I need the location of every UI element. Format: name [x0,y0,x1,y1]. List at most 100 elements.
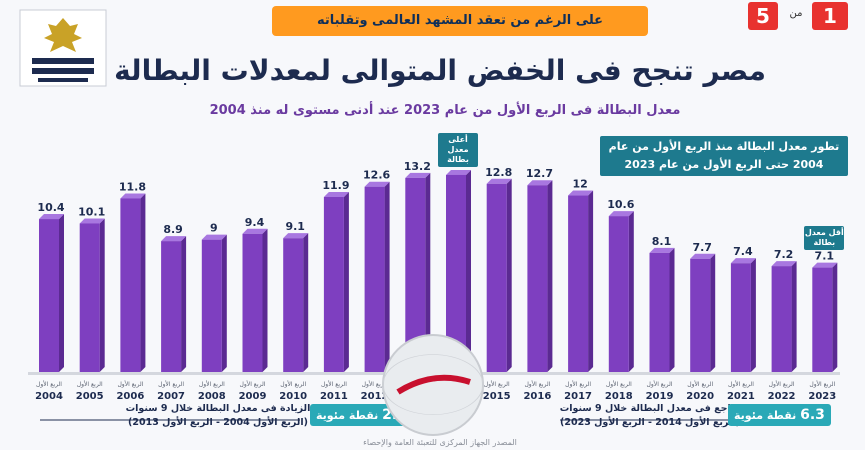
bar-top [283,233,309,239]
bar [323,197,344,372]
bar-value-label: 9.1 [285,220,305,233]
year-tick-label: 2010 [279,391,307,402]
bar-top [649,247,675,253]
bar-value-label: 7.2 [774,248,794,261]
bar-top [812,262,838,268]
quarter-label: الربع الأول [728,380,754,388]
bar-side [384,181,390,372]
bar-top [79,218,105,224]
bar-top [242,228,268,234]
decrease-points-unit: نقطة مئوية [734,409,797,422]
chart-note: تطور معدل البطالة منذ الربع الأول من عام… [600,136,848,176]
year-tick-label: 2006 [116,391,144,402]
source-footer: المصدر الجهاز المركزى للتعبئة العامة وال… [363,438,517,447]
bar-value-label: 7.7 [692,241,712,254]
bar [201,239,222,372]
bar-value-label: 8.9 [163,223,183,236]
page-title: مصر تنجح فى الخفض المتوالى لمعدلات البطا… [114,54,766,87]
bar-top [364,181,390,187]
year-tick-label: 2008 [198,391,226,402]
year-tick-label: 2018 [605,391,633,402]
quarter-label: الربع الأول [809,380,835,388]
quarter-label: الربع الأول [647,380,673,388]
bar-value-label: 12.7 [526,167,553,180]
bar [730,263,751,372]
bar-side [466,169,471,372]
bar-value-label: 12.8 [485,166,512,179]
lowest-rate-tag: أقل معدل بطالة [804,225,845,250]
bar-top [323,192,349,197]
bar [568,195,589,372]
quarter-label: الربع الأول [769,380,795,388]
watermark-globe-icon [378,330,488,440]
bar-value-label: 12 [572,178,587,191]
bar-side [791,261,797,372]
decrease-points-badge: 6.3 نقطة مئوية [728,404,831,426]
bar-side [140,193,146,372]
highest-rate-tag: أعلى معدل بطالة [438,132,478,167]
bar [690,258,711,372]
bar-value-label: 9 [210,222,218,235]
bar-side [343,192,349,372]
quarter-label: الربع الأول [565,380,591,388]
bar-value-label: 10.4 [37,201,64,214]
bar [486,183,507,372]
bar-side [628,211,634,372]
year-tick-label: 2021 [727,391,755,402]
decrease-summary: تراجع فى معدل البطالة خلال 9 سنوات (الرب… [520,402,780,436]
quarter-label: الربع الأول [240,380,266,388]
quarter-label: الربع الأول [158,380,184,388]
year-tick-label: 2015 [483,391,511,402]
chart-note-line-1: تطور معدل البطالة منذ الربع الأول من عام [608,140,840,153]
bar-side [262,228,268,372]
quarter-label: الربع الأول [687,380,713,388]
bar-top [201,234,227,240]
bar [527,185,548,372]
page-indicator: 1 من 5 [740,2,850,30]
bar-top [771,261,797,267]
bar-value-label: 8.1 [652,235,672,248]
bar-side [425,172,431,372]
decrease-summary-line-1: تراجع فى معدل البطالة خلال 9 سنوات [559,403,741,414]
bar-side [99,218,105,372]
quarter-label: الربع الأول [199,380,225,388]
bar-value-label: 7.1 [815,250,835,263]
bar-side [710,253,716,372]
cabinet-media-center-logo [18,8,108,88]
bar [771,266,792,372]
increase-points-unit: نقطة مئوية [316,409,379,422]
increase-summary: الزيادة فى معدل البطالة خلال 9 سنوات (ال… [88,402,348,436]
bar-top [446,169,471,175]
year-tick-label: 2019 [646,391,674,402]
bar-value-label: 11.8 [119,180,146,193]
bar-side [588,190,594,372]
year-tick-label: 2023 [808,391,836,402]
increase-summary-line-1: الزيادة فى معدل البطالة خلال 9 سنوات [125,403,311,414]
increase-summary-line-2: (الربع الأول 2004 - الربع الأول 2013) [128,417,308,428]
bar-top [161,236,187,242]
bar-side [669,247,675,372]
quarter-label: الربع الأول [484,380,510,388]
quarter-label: الربع الأول [362,380,388,388]
bar-side [221,234,227,372]
year-tick-label: 2005 [76,391,104,402]
banner: على الرغم من تعقد المشهد العالمى وتقلبات… [272,6,648,36]
bar [79,223,100,372]
bar [812,267,833,372]
bar-top [608,211,634,217]
bar-side [750,258,756,372]
year-tick-label: 2020 [686,391,714,402]
quarter-label: الربع الأول [606,380,632,388]
bar [364,186,385,372]
bar [405,177,426,372]
quarter-label: الربع الأول [36,380,62,388]
chart-note-line-2: 2004 حتى الربع الأول من عام 2023 [624,158,824,171]
bar [120,198,141,372]
bar-top [120,193,146,199]
bar-top [690,253,716,259]
bar [242,233,263,372]
bar [446,174,466,372]
page-separator: من [789,8,803,19]
bar-top [486,178,512,184]
